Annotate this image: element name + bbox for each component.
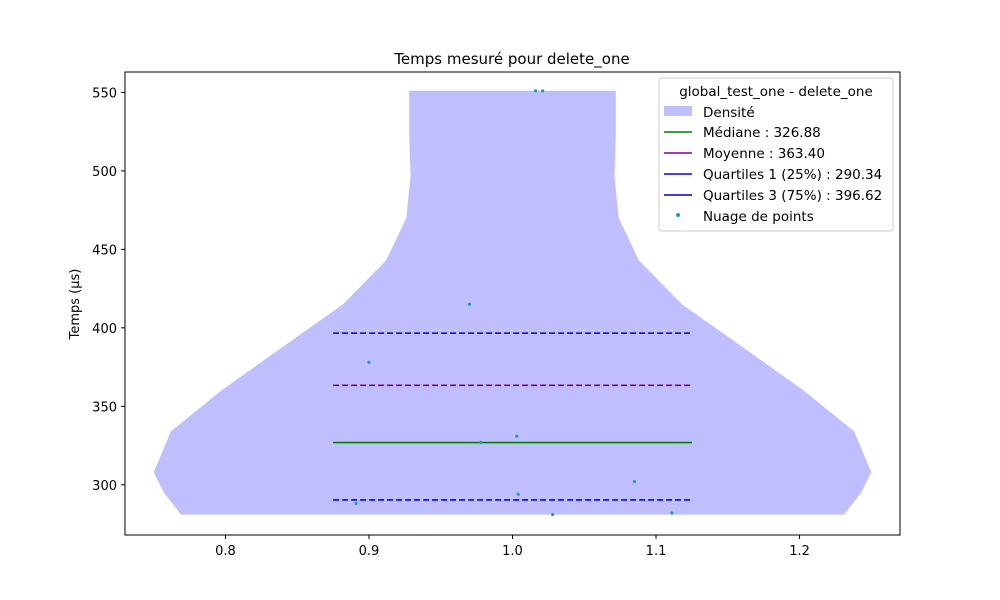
- y-axis: 300 350 400 450 500 550: [92, 86, 125, 494]
- x-tick-label: 0.9: [359, 544, 380, 559]
- legend-swatch-density: [664, 106, 692, 116]
- data-point: [632, 480, 637, 484]
- data-point: [541, 89, 545, 93]
- data-point: [515, 434, 519, 438]
- y-tick-label: 300: [92, 479, 117, 494]
- points-layer: [354, 89, 674, 517]
- legend-label-points: Nuage de points: [703, 209, 814, 225]
- data-point: [467, 302, 472, 306]
- x-tick-label: 0.8: [215, 544, 236, 559]
- legend-title: global_test_one - delete_one: [679, 84, 873, 100]
- legend-swatch-points: [676, 213, 680, 217]
- violin-body: [153, 90, 872, 515]
- data-point: [367, 360, 371, 364]
- legend-label-mean: Moyenne : 363.40: [703, 146, 825, 162]
- legend: global_test_one - delete_one Densité Méd…: [658, 77, 894, 232]
- x-tick-label: 1.2: [789, 544, 810, 559]
- legend-box: [658, 77, 894, 232]
- chart-title: Temps mesuré pour delete_one: [393, 50, 629, 69]
- y-tick-label: 450: [92, 243, 117, 258]
- stat-lines-layer: [333, 332, 692, 501]
- y-tick-label: 350: [92, 400, 117, 415]
- data-point: [479, 440, 483, 444]
- y-axis-label: Temps (µs): [68, 269, 83, 341]
- data-point: [516, 492, 520, 496]
- legend-label-q1: Quartiles 1 (25%) : 290.34: [703, 167, 882, 183]
- x-tick-label: 1.1: [646, 544, 667, 559]
- y-tick-label: 500: [92, 165, 117, 180]
- data-point: [551, 512, 555, 517]
- legend-label-q3: Quartiles 3 (75%) : 396.62: [703, 188, 882, 204]
- x-tick-label: 1.0: [502, 544, 523, 559]
- violin-layer: [153, 90, 872, 515]
- legend-label-median: Médiane : 326.88: [703, 125, 821, 141]
- legend-label-density: Densité: [703, 105, 755, 121]
- data-point: [670, 511, 674, 515]
- data-point: [354, 502, 358, 506]
- data-point: [533, 89, 538, 93]
- x-axis: 0.8 0.9 1.0 1.1 1.2: [215, 535, 810, 559]
- y-tick-label: 550: [92, 86, 117, 101]
- y-tick-label: 400: [92, 322, 117, 337]
